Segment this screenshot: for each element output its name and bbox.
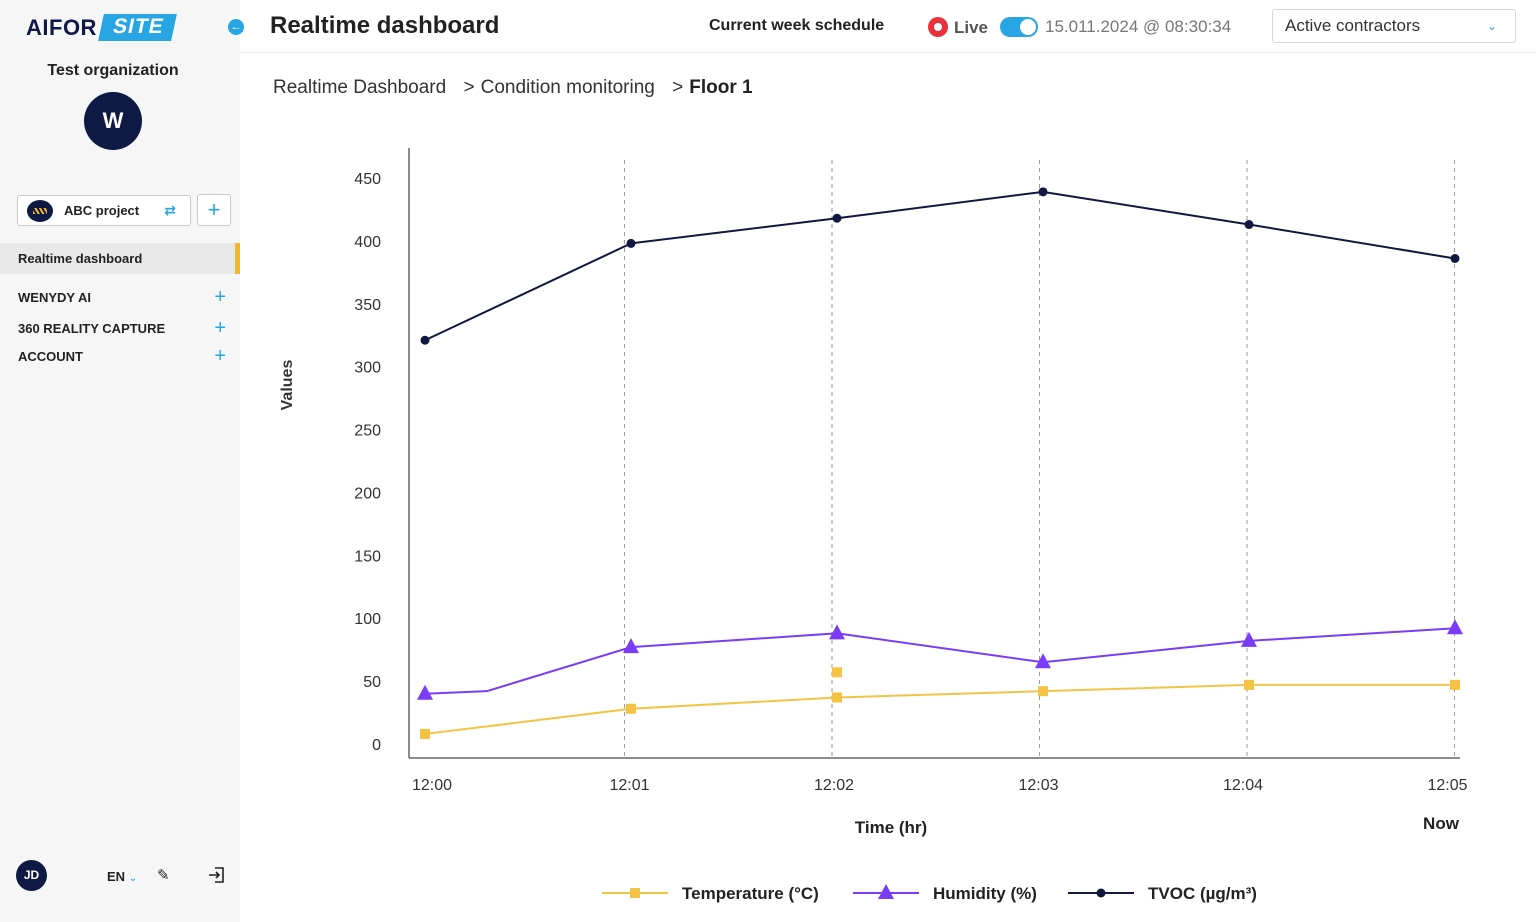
chart-grid [624, 160, 1455, 758]
chart-series [417, 187, 1463, 739]
data-point [1450, 253, 1460, 263]
legend-label: Temperature (°C) [682, 884, 819, 903]
live-label: Live [954, 18, 989, 37]
project-label: ABC project [64, 203, 140, 218]
swap-icon: ⇄ [164, 202, 176, 218]
x-tick-label: 12:01 [609, 777, 649, 794]
select-value: Active contractors [1285, 16, 1421, 35]
live-timestamp: 15.011.2024 @ 08:30:34 [1045, 17, 1232, 36]
y-tick-label: 300 [354, 360, 381, 377]
y-tick-label: 100 [354, 611, 381, 628]
sidebar: AIFOR SITE Test organization W ABC proje… [0, 0, 240, 922]
chevron-down-icon: ⌄ [1486, 19, 1497, 33]
y-tick-label: 200 [354, 485, 381, 502]
data-point [1035, 653, 1051, 669]
data-point [626, 703, 636, 714]
data-point [623, 638, 639, 654]
chevron-down-icon: ⌄ [128, 873, 138, 884]
sidebar-item-360-reality-capture[interactable]: 360 REALITY CAPTURE + [18, 317, 226, 339]
x-tick-label: 12:04 [1223, 777, 1263, 794]
x-tick-label: 12:03 [1018, 777, 1058, 794]
legend-label: Humidity (%) [933, 884, 1037, 903]
expand-plus-icon[interactable]: + [214, 286, 226, 308]
legend-marker [878, 884, 894, 899]
breadcrumb-item[interactable]: Condition monitoring [480, 77, 655, 98]
breadcrumb-item[interactable]: Realtime Dashboard [273, 77, 447, 98]
now-label: Now [1423, 814, 1460, 833]
organization-avatar: W [84, 92, 142, 150]
language-select[interactable]: EN ⌄ [107, 869, 137, 884]
current-week-schedule-link[interactable]: Current week schedule [709, 17, 885, 34]
user-avatar[interactable]: JD [16, 860, 47, 891]
chart-legend: Temperature (°C) Humidity (%) TVOC (µg/m³) [602, 884, 1257, 903]
y-tick-label: 0 [372, 737, 381, 754]
data-point [626, 238, 636, 248]
data-point [832, 213, 842, 223]
active-contractors-select[interactable]: Active contractors ⌄ [1272, 9, 1516, 43]
x-tick-label: 12:05 [1427, 777, 1467, 794]
data-point [1241, 631, 1257, 647]
sidebar-item-account[interactable]: ACCOUNT + [18, 345, 226, 367]
series-line [424, 683, 1455, 735]
y-tick-label: 150 [354, 548, 381, 565]
pencil-icon[interactable]: ✎ [157, 867, 170, 884]
project-switcher-button[interactable]: ABC project ⇄ [17, 195, 191, 226]
brand-logo-part1: AIFOR [26, 14, 97, 40]
data-point [417, 684, 433, 700]
y-tick-label: 400 [354, 234, 381, 251]
page-title: Realtime dashboard [270, 12, 500, 39]
data-point [829, 624, 845, 640]
collapse-sidebar-icon[interactable]: ← [228, 19, 244, 35]
series-line [424, 627, 1456, 695]
y-tick-label: 50 [363, 674, 381, 691]
sidebar-item-wenydy-ai[interactable]: WENYDY AI + [18, 286, 226, 308]
legend-label: TVOC (µg/m³) [1148, 884, 1257, 903]
data-point [832, 692, 842, 703]
legend-marker [630, 888, 640, 898]
project-logo-icon [27, 199, 53, 222]
legend-marker [1096, 888, 1106, 898]
logout-icon[interactable] [208, 866, 226, 884]
data-point [420, 335, 430, 345]
y-tick-label: 250 [354, 423, 381, 440]
breadcrumb-separator: > [672, 77, 684, 98]
y-tick-label: 350 [354, 297, 381, 314]
data-point [1244, 220, 1254, 230]
add-project-button[interactable]: + [197, 194, 231, 226]
x-tick-label: 12:00 [412, 777, 452, 794]
data-point [1447, 619, 1463, 635]
data-point [1450, 679, 1460, 690]
brand-logo[interactable]: AIFOR SITE [26, 14, 177, 41]
data-point [1038, 686, 1048, 697]
y-axis-label: Values [279, 360, 296, 411]
data-point [1244, 679, 1254, 690]
data-point [832, 667, 842, 678]
sidebar-item-label: ACCOUNT [18, 349, 83, 364]
series-line [424, 190, 1456, 342]
x-axis-label: Time (hr) [855, 818, 927, 837]
header-divider [240, 52, 1536, 53]
expand-plus-icon[interactable]: + [214, 345, 226, 367]
sidebar-item-label: WENYDY AI [18, 290, 91, 305]
live-toggle[interactable] [1000, 17, 1038, 37]
x-tick-label: 12:02 [814, 777, 854, 794]
sidebar-item-realtime-dashboard[interactable]: Realtime dashboard [0, 243, 240, 274]
breadcrumb: Realtime Dashboard > Condition monitoring… [273, 77, 753, 99]
y-tick-label: 450 [354, 171, 381, 188]
sidebar-item-label: 360 REALITY CAPTURE [18, 321, 166, 336]
breadcrumb-separator: > [463, 77, 475, 98]
live-record-icon [928, 17, 948, 37]
data-point [420, 728, 430, 739]
breadcrumb-current: Floor 1 [689, 77, 753, 98]
organization-name: Test organization [47, 62, 179, 79]
language-label: EN [107, 869, 126, 884]
data-point [1038, 187, 1048, 197]
chart-axes: 0 50 100 150 200 250 300 350 400 450 12:00 12:01 12:… [279, 148, 1468, 837]
expand-plus-icon[interactable]: + [214, 317, 226, 339]
